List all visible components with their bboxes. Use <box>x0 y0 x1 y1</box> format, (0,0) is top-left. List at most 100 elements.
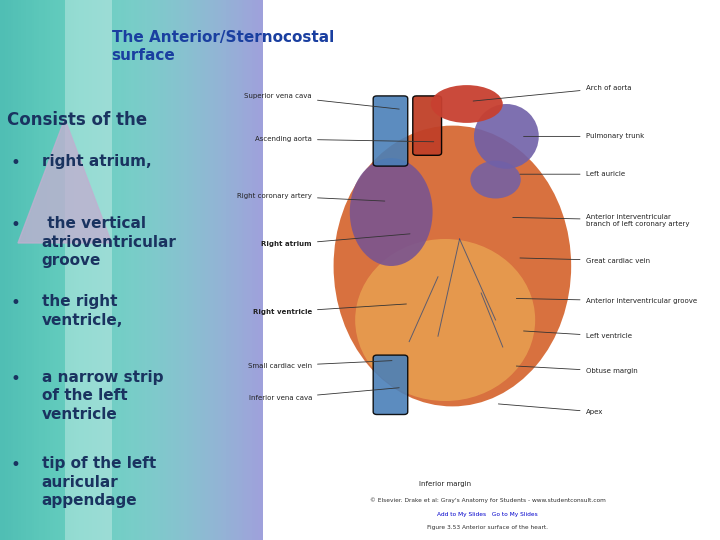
Bar <box>150 0 153 540</box>
Bar <box>19 0 21 540</box>
Bar <box>213 0 215 540</box>
Bar <box>255 0 258 540</box>
Bar <box>207 0 210 540</box>
Bar <box>153 0 155 540</box>
Bar <box>108 0 110 540</box>
Text: Superior vena cava: Superior vena cava <box>244 93 399 109</box>
Bar <box>81 0 84 540</box>
FancyBboxPatch shape <box>413 96 441 156</box>
Bar <box>194 0 197 540</box>
Bar <box>92 0 94 540</box>
Bar <box>89 0 92 540</box>
Ellipse shape <box>474 104 539 169</box>
Bar <box>126 0 129 540</box>
Text: Left ventricle: Left ventricle <box>523 331 631 339</box>
Bar <box>37 0 40 540</box>
Text: Right ventricle: Right ventricle <box>253 304 406 315</box>
Bar <box>68 0 71 540</box>
Text: Inferior margin: Inferior margin <box>419 481 471 487</box>
Text: a narrow strip
of the left
ventricle: a narrow strip of the left ventricle <box>42 370 163 422</box>
Bar <box>236 0 239 540</box>
Text: Add to My Slides   Go to My Slides: Add to My Slides Go to My Slides <box>438 512 538 517</box>
Text: Left auricle: Left auricle <box>520 171 625 177</box>
Bar <box>258 0 260 540</box>
Text: © Elsevier. Drake et al: Gray's Anatomy for Students - www.studentconsult.com: © Elsevier. Drake et al: Gray's Anatomy … <box>370 498 606 503</box>
Bar <box>29 0 32 540</box>
Bar <box>34 0 37 540</box>
Bar <box>158 0 161 540</box>
Bar <box>94 0 97 540</box>
Bar <box>221 0 223 540</box>
Bar <box>199 0 202 540</box>
Ellipse shape <box>333 126 571 407</box>
Bar <box>174 0 176 540</box>
Bar <box>63 0 66 540</box>
Bar <box>252 0 255 540</box>
Bar <box>45 0 48 540</box>
Bar <box>11 0 13 540</box>
Bar <box>134 0 137 540</box>
Bar <box>73 0 76 540</box>
Bar <box>161 0 163 540</box>
Bar <box>113 0 116 540</box>
Bar <box>124 0 126 540</box>
Text: Apex: Apex <box>498 404 603 415</box>
Bar <box>179 0 181 540</box>
Bar <box>197 0 199 540</box>
Text: •: • <box>11 294 21 312</box>
Text: Pulmonary trunk: Pulmonary trunk <box>523 133 644 139</box>
Text: tip of the left
auricular
appendage: tip of the left auricular appendage <box>42 456 156 509</box>
Bar <box>226 0 229 540</box>
Bar <box>137 0 139 540</box>
Bar <box>260 0 263 540</box>
Bar <box>205 0 207 540</box>
Text: Arch of aorta: Arch of aorta <box>473 85 631 101</box>
Bar <box>218 0 221 540</box>
Text: Anterior interventricular groove: Anterior interventricular groove <box>516 298 697 304</box>
Bar <box>26 0 29 540</box>
Bar <box>3 0 5 540</box>
Bar <box>239 0 242 540</box>
Text: Anterior interventricular
branch of left coronary artery: Anterior interventricular branch of left… <box>513 214 689 227</box>
Bar <box>100 0 102 540</box>
Bar <box>76 0 78 540</box>
Bar <box>242 0 244 540</box>
Bar <box>42 0 45 540</box>
Bar <box>155 0 158 540</box>
Bar <box>86 0 89 540</box>
Bar <box>223 0 226 540</box>
Bar <box>121 0 124 540</box>
Bar <box>215 0 218 540</box>
Bar <box>163 0 166 540</box>
Bar <box>84 0 86 540</box>
Text: the right
ventricle,: the right ventricle, <box>42 294 123 328</box>
Bar <box>16 0 19 540</box>
Text: Obtuse margin: Obtuse margin <box>516 366 637 374</box>
Bar <box>79 0 81 540</box>
Bar <box>192 0 194 540</box>
Bar <box>71 0 73 540</box>
Ellipse shape <box>350 158 433 266</box>
Bar <box>229 0 231 540</box>
Ellipse shape <box>470 161 521 199</box>
Bar <box>0 0 3 540</box>
Bar <box>13 0 16 540</box>
Bar <box>8 0 11 540</box>
Bar <box>263 0 720 540</box>
Bar <box>247 0 250 540</box>
Bar <box>58 0 60 540</box>
Bar <box>139 0 142 540</box>
Bar <box>166 0 168 540</box>
Text: the vertical
atrioventricular
groove: the vertical atrioventricular groove <box>42 216 176 268</box>
Bar <box>168 0 171 540</box>
Bar <box>202 0 205 540</box>
Bar <box>110 0 113 540</box>
Bar <box>21 0 24 540</box>
Bar <box>186 0 189 540</box>
Text: Inferior vena cava: Inferior vena cava <box>248 388 399 401</box>
Text: •: • <box>11 216 21 234</box>
Bar <box>145 0 147 540</box>
Bar <box>118 0 121 540</box>
Bar <box>189 0 192 540</box>
Bar <box>116 0 118 540</box>
